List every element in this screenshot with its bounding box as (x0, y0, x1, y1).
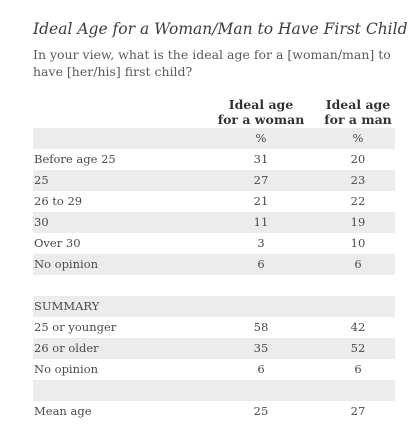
cell-man: 42 (350, 320, 366, 334)
spacer-row (33, 380, 395, 401)
table-row: 26 or older 35 52 (33, 338, 395, 359)
table-row: 30 11 19 (33, 212, 395, 233)
chart-title: Ideal Age for a Woman/Man to Have First … (33, 20, 408, 38)
row-label: 26 to 29 (34, 194, 83, 208)
cell-woman: 25 (253, 404, 269, 418)
row-label: No opinion (34, 362, 99, 376)
column-header-man-line1: Ideal age (325, 97, 391, 112)
section-label: SUMMARY (34, 299, 100, 313)
unit-row: %% (33, 128, 395, 149)
table-row: 25 or younger 58 42 (33, 317, 395, 338)
cell-man: 19 (350, 215, 366, 229)
cell-man: 23 (350, 173, 366, 187)
table-row: Mean age 25 27 (33, 401, 395, 422)
cell-woman: 58 (253, 320, 269, 334)
cell-man: 10 (350, 236, 366, 250)
row-label: 30 (34, 215, 49, 229)
cell-man: 6 (354, 362, 362, 376)
spacer-row (33, 275, 395, 296)
row-label: 26 or older (34, 341, 99, 355)
table-row: Over 30 3 10 (33, 233, 395, 254)
table-row: No opinion 6 6 (33, 254, 395, 275)
chart-subtitle: In your view, what is the ideal age for … (33, 47, 391, 79)
cell-woman: 11 (253, 215, 269, 229)
cell-woman: 27 (253, 173, 269, 187)
row-label: 25 or younger (34, 320, 117, 334)
cell-woman: 6 (257, 362, 265, 376)
cell-woman: 6 (257, 257, 265, 271)
cell-man: 20 (350, 152, 366, 166)
table-row: Before age 25 31 20 (33, 149, 395, 170)
row-label: 25 (34, 173, 49, 187)
table-row: 25 27 23 (33, 170, 395, 191)
cell-woman: 31 (253, 152, 269, 166)
row-label: Before age 25 (34, 152, 116, 166)
column-header-man-line2: for a man (324, 112, 392, 127)
column-header-woman-line1: Ideal age (228, 97, 294, 112)
cell-woman: % (255, 131, 267, 145)
cell-man: 22 (350, 194, 366, 208)
column-header-woman: Ideal age for a woman (215, 97, 307, 127)
cell-woman: 21 (253, 194, 269, 208)
cell-man: 52 (350, 341, 366, 355)
cell-man: 27 (350, 404, 366, 418)
cell-woman: 35 (253, 341, 269, 355)
cell-man: 6 (354, 257, 362, 271)
cell-man: % (352, 131, 364, 145)
data-table: %% Before age 25 31 20 25 27 23 26 to 29 21 22 30 1… (33, 128, 395, 422)
row-label: No opinion (34, 257, 99, 271)
column-header-man: Ideal age for a man (316, 97, 400, 127)
cell-woman: 3 (257, 236, 265, 250)
table-row: 26 to 29 21 22 (33, 191, 395, 212)
row-label: Over 30 (34, 236, 81, 250)
row-label: Mean age (34, 404, 92, 418)
table-row: No opinion 6 6 (33, 359, 395, 380)
table-row: SUMMARY (33, 296, 395, 317)
column-header-woman-line2: for a woman (217, 112, 305, 127)
